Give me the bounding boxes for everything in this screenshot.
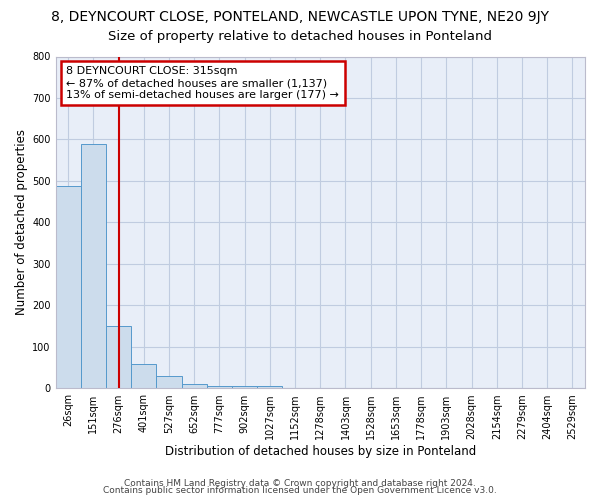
Text: 8 DEYNCOURT CLOSE: 315sqm
← 87% of detached houses are smaller (1,137)
13% of se: 8 DEYNCOURT CLOSE: 315sqm ← 87% of detac… xyxy=(66,66,339,100)
Bar xyxy=(131,364,157,388)
Bar xyxy=(81,144,106,388)
Bar xyxy=(232,386,257,388)
Bar xyxy=(106,326,131,388)
Text: Contains public sector information licensed under the Open Government Licence v3: Contains public sector information licen… xyxy=(103,486,497,495)
X-axis label: Distribution of detached houses by size in Ponteland: Distribution of detached houses by size … xyxy=(164,444,476,458)
Text: Contains HM Land Registry data © Crown copyright and database right 2024.: Contains HM Land Registry data © Crown c… xyxy=(124,478,476,488)
Y-axis label: Number of detached properties: Number of detached properties xyxy=(15,130,28,316)
Text: Size of property relative to detached houses in Ponteland: Size of property relative to detached ho… xyxy=(108,30,492,43)
Bar xyxy=(157,376,182,388)
Bar xyxy=(257,386,283,388)
Text: 8, DEYNCOURT CLOSE, PONTELAND, NEWCASTLE UPON TYNE, NE20 9JY: 8, DEYNCOURT CLOSE, PONTELAND, NEWCASTLE… xyxy=(51,10,549,24)
Bar xyxy=(207,386,232,388)
Bar xyxy=(56,186,81,388)
Bar xyxy=(182,384,207,388)
